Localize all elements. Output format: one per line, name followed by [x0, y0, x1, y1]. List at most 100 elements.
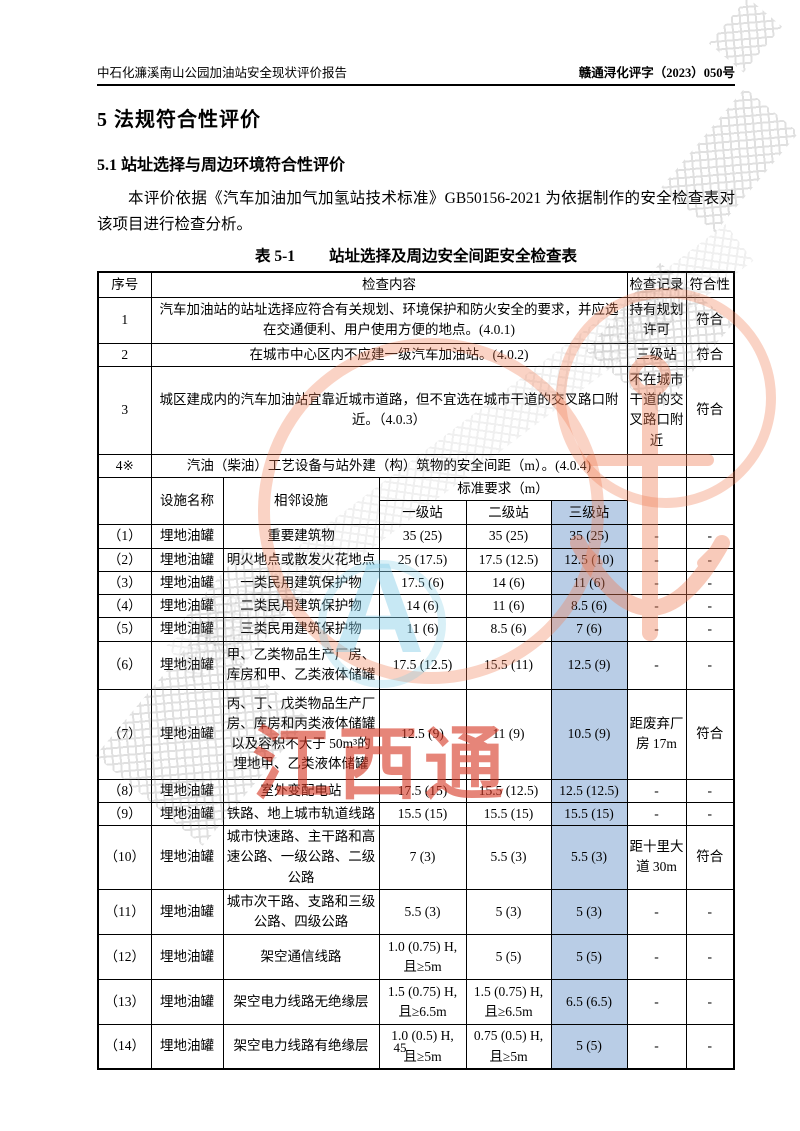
cell-no: （6） — [97, 640, 152, 690]
page-number: 45 — [393, 1040, 407, 1055]
cell-adjacent: 二类民用建筑保护物 — [222, 594, 380, 619]
cell-level1: 5.5 (3) — [378, 888, 467, 935]
cell-facility: 埋地油罐 — [150, 688, 224, 780]
cell-level1: 14 (6) — [378, 594, 467, 619]
subcol-standard: 标准要求（m） — [378, 477, 628, 502]
table-row: （3） 埋地油罐 一类民用建筑保护物 17.5 (6) 14 (6) 11 (6… — [97, 570, 735, 596]
cell-record: - — [626, 547, 687, 572]
cell-record: - — [626, 801, 687, 827]
cell-conform: - — [685, 594, 735, 619]
cell-content: 在城市中心区内不应建一级汽车加油站。(4.0.2) — [150, 342, 628, 367]
cell-level1: 7 (3) — [378, 825, 467, 890]
page-header: 中石化濂溪南山公园加油站安全现状评价报告 赣通浔化评字（2023）050号 — [97, 0, 735, 86]
chapter-heading: 5 法规符合性评价 — [97, 109, 261, 131]
cell-adjacent: 室外变配电站 — [222, 778, 380, 803]
cell-level1: 11 (6) — [378, 617, 467, 642]
cell-adjacent: 架空通信线路 — [222, 933, 380, 980]
cell-conform: 符合 — [685, 342, 735, 367]
cell-level3: 5 (5) — [550, 1023, 628, 1070]
cell-level2: 8.5 (6) — [465, 617, 552, 642]
cell-record: - — [626, 617, 687, 642]
cell-record: 距废弃厂房 17m — [626, 688, 687, 780]
cell-level3: 8.5 (6) — [550, 594, 628, 619]
cell-conform: - — [685, 1023, 735, 1070]
section-heading: 5.1 站址选择与周边环境符合性评价 — [97, 157, 346, 174]
cell-no: （7） — [97, 688, 152, 780]
cell-facility: 埋地油罐 — [150, 640, 224, 690]
document-number: 赣通浔化评字（2023）050号 — [578, 66, 735, 80]
cell-record: - — [626, 978, 687, 1025]
cell-level2: 15.5 (12.5) — [465, 778, 552, 803]
cell-level2: 11 (9) — [465, 688, 552, 780]
cell-adjacent: 甲、乙类物品生产厂房、库房和甲、乙类液体储罐 — [222, 640, 380, 690]
cell-conform — [685, 477, 735, 526]
cell-record: - — [626, 640, 687, 690]
table-row: （1） 埋地油罐 重要建筑物 35 (25) 35 (25) 35 (25) -… — [97, 524, 735, 549]
cell-facility: 埋地油罐 — [150, 978, 224, 1025]
cell-facility: 埋地油罐 — [150, 778, 224, 803]
table-caption: 表 5-1 站址选择及周边安全间距安全检查表 — [97, 244, 735, 266]
cell-level1: 35 (25) — [378, 524, 467, 549]
cell-level1: 17.5 (15) — [378, 778, 467, 803]
cell-facility: 埋地油罐 — [150, 617, 224, 642]
cell-no: （14） — [97, 1023, 152, 1070]
table-row: （11） 埋地油罐 城市次干路、支路和三级公路、四级公路 5.5 (3) 5 (… — [97, 888, 735, 935]
cell-record: - — [626, 1023, 687, 1070]
cell-record — [626, 453, 687, 479]
cell-level2: 15.5 (11) — [465, 640, 552, 690]
cell-adjacent: 架空电力线路无绝缘层 — [222, 978, 380, 1025]
cell-no: （2） — [97, 547, 152, 572]
table-row: （4） 埋地油罐 二类民用建筑保护物 14 (6) 11 (6) 8.5 (6)… — [97, 594, 735, 619]
cell-conform: - — [685, 888, 735, 935]
cell-conform: - — [685, 524, 735, 549]
cell-conform: 符合 — [685, 296, 735, 344]
cell-level2: 1.5 (0.75) H, 且≥6.5m — [465, 978, 552, 1025]
cell-conform: 符合 — [685, 365, 735, 455]
cell-facility: 埋地油罐 — [150, 1023, 224, 1070]
table-caption-label: 表 5-1 — [254, 248, 296, 266]
cell-conform: - — [685, 978, 735, 1025]
cell-facility: 埋地油罐 — [150, 547, 224, 572]
cell-level2: 14 (6) — [465, 570, 552, 596]
cell-adjacent: 丙、丁、戊类物品生产厂房、库房和丙类液体储罐以及容积不大于 50m³的埋地甲、乙… — [222, 688, 380, 780]
cell-conform: - — [685, 801, 735, 827]
cell-no: （13） — [97, 978, 152, 1025]
table-row: （5） 埋地油罐 三类民用建筑保护物 11 (6) 8.5 (6) 7 (6) … — [97, 617, 735, 642]
table-subheader-row: 一级站 二级站 三级站 — [98, 500, 734, 526]
table-row: 3 城区建成内的汽车加油站宜靠近城市道路，但不宜选在城市干道的交叉路口附近。（4… — [97, 365, 735, 455]
cell-adjacent: 三类民用建筑保护物 — [222, 617, 380, 642]
cell-record — [626, 477, 687, 526]
cell-level3: 5.5 (3) — [550, 825, 628, 890]
cell-record: - — [626, 570, 687, 596]
report-title-running-head: 中石化濂溪南山公园加油站安全现状评价报告 — [97, 66, 348, 80]
table-row: （9） 埋地油罐 铁路、地上城市轨道线路 15.5 (15) 15.5 (15)… — [97, 801, 735, 827]
cell-facility: 埋地油罐 — [150, 570, 224, 596]
intro-paragraph: 本评价依据《汽车加油加气加氢站技术标准》GB50156-2021 为依据制作的安… — [97, 190, 735, 234]
cell-level2: 5 (5) — [465, 933, 552, 980]
cell-no: （12） — [97, 933, 152, 980]
table-row: （7） 埋地油罐 丙、丁、戊类物品生产厂房、库房和丙类液体储罐以及容积不大于 5… — [97, 688, 735, 780]
subcol-level1: 一级站 — [378, 500, 467, 526]
cell-no: （8） — [97, 778, 152, 803]
cell-record: 距十里大道 30m — [626, 825, 687, 890]
cell-no: （10） — [97, 825, 152, 890]
cell-record: 持有规划许可 — [626, 296, 687, 344]
table-row: 2 在城市中心区内不应建一级汽车加油站。(4.0.2) 三级站 符合 — [97, 342, 735, 367]
cell-no: （5） — [97, 617, 152, 642]
cell-adjacent: 铁路、地上城市轨道线路 — [222, 801, 380, 827]
cell-record: 三级站 — [626, 342, 687, 367]
subcol-adjacent: 相邻设施 — [222, 477, 380, 526]
cell-no: （4） — [97, 594, 152, 619]
cell-content: 城区建成内的汽车加油站宜靠近城市道路，但不宜选在城市干道的交叉路口附近。（4.0… — [150, 365, 628, 455]
cell-level2: 5 (3) — [465, 888, 552, 935]
cell-level3: 12.5 (9) — [550, 640, 628, 690]
cell-conform: - — [685, 933, 735, 980]
cell-level1: 17.5 (12.5) — [378, 640, 467, 690]
cell-no: （1） — [97, 524, 152, 549]
cell-adjacent: 明火地点或散发火花地点 — [222, 547, 380, 572]
col-header-conform: 符合性 — [685, 271, 735, 298]
cell-level1: 12.5 (9) — [378, 688, 467, 780]
table-row: 4※ 汽油（柴油）工艺设备与站外建（构）筑物的安全间距（m）。(4.0.4) — [97, 453, 735, 479]
subcol-level3: 三级站 — [550, 500, 628, 526]
